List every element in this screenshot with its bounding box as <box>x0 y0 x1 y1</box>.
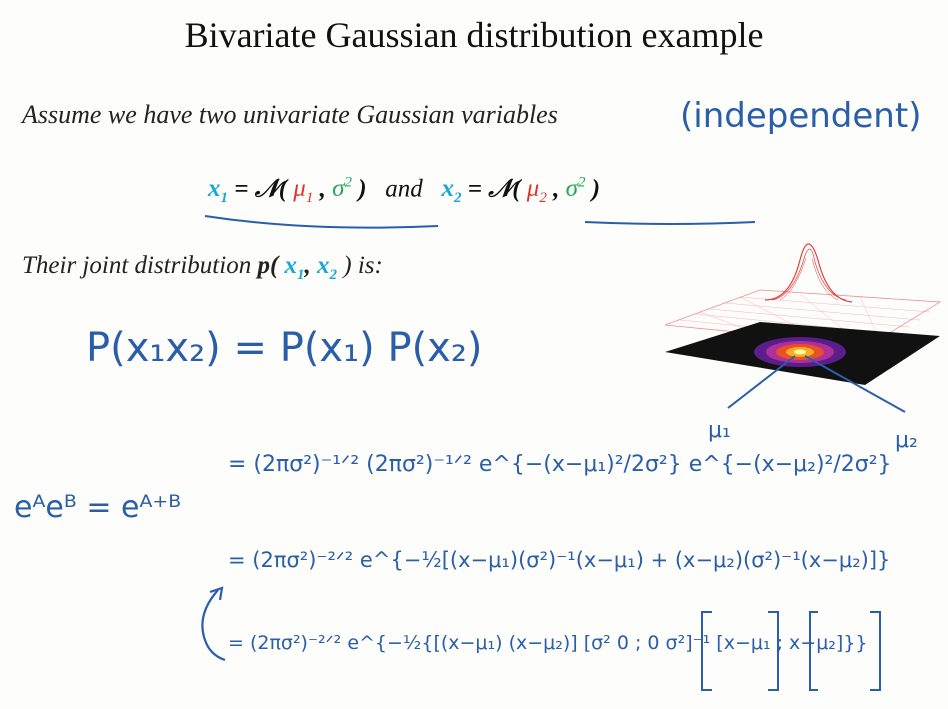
hw-label-mu1: μ₁ <box>708 418 731 443</box>
independent-note: (independent) <box>680 96 922 136</box>
hw-label-mu2: μ₂ <box>895 428 918 453</box>
bivariate-gaussian-surface-icon <box>664 243 942 413</box>
hw-exponent-rule: eᴬeᴮ = eᴬ⁺ᴮ <box>14 490 182 525</box>
intro-text: Assume we have two univariate Gaussian v… <box>22 100 558 129</box>
hw-line-2: = (2πσ²)⁻¹ᐟ² (2πσ²)⁻¹ᐟ² e^{−(x−μ₁)²/2σ²}… <box>228 452 892 477</box>
hw-line-product: P(x₁x₂) = P(x₁) P(x₂) <box>86 325 483 371</box>
definition-equation: x1 = 𝒩( μ1 , σ2 ) and x2 = 𝒩( μ2 , σ2 ) <box>208 175 601 207</box>
hw-line-4: = (2πσ²)⁻²ᐟ² e^{−½{[(x−μ₁) (x−μ₂)] [σ² 0… <box>228 632 868 654</box>
joint-statement: Their joint distribution p( x1, x2 ) is: <box>22 252 383 283</box>
hw-line-3: = (2πσ²)⁻²ᐟ² e^{−½[(x−μ₁)(σ²)⁻¹(x−μ₁) + … <box>228 548 891 572</box>
slide-title: Bivariate Gaussian distribution example <box>184 15 764 55</box>
